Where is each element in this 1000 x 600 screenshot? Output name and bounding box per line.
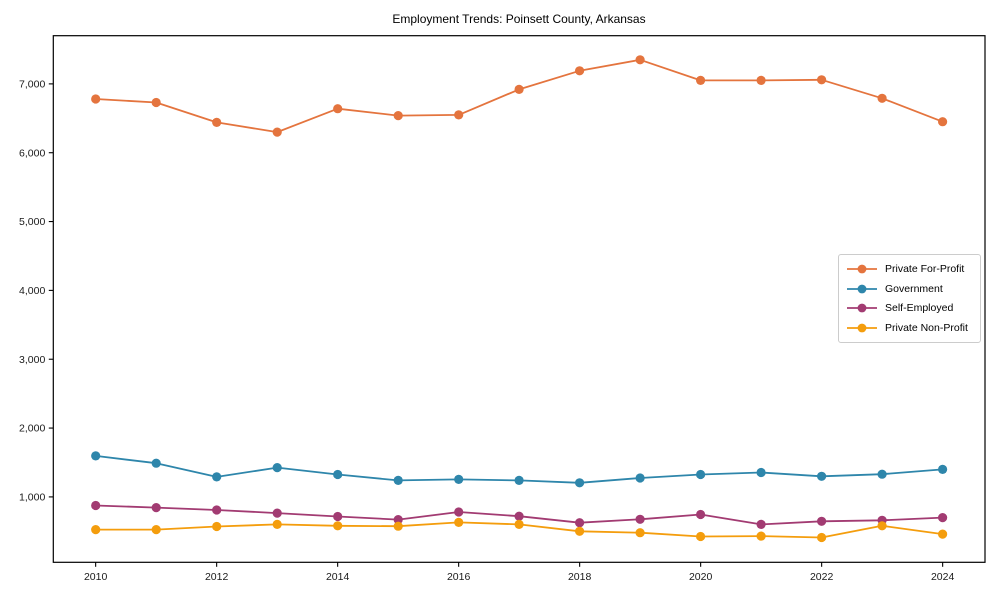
legend: Private For-Profit Government Self-Employe…: [838, 254, 981, 343]
y-axis-tick-label: 3,000: [19, 354, 45, 366]
data-point: [575, 518, 585, 528]
legend-label: Private Non-Profit: [885, 322, 968, 335]
data-point: [756, 531, 766, 541]
x-axis-tick-label: 2020: [689, 571, 713, 583]
legend-item: Government: [846, 279, 974, 299]
legend-line-marker-icon: [847, 303, 877, 313]
data-point: [575, 66, 585, 76]
plot-border: [52, 35, 986, 563]
data-point: [454, 110, 464, 120]
legend-label: Government: [885, 282, 943, 295]
data-point: [272, 508, 282, 518]
data-point: [514, 519, 524, 530]
data-point: [817, 532, 827, 543]
data-point: [696, 469, 706, 480]
data-point: [817, 471, 827, 481]
data-point: [514, 511, 524, 521]
y-axis-tick-label: 6,000: [19, 147, 45, 159]
x-axis-tick-label: 2012: [205, 571, 229, 583]
x-axis-tick-label: 2010: [84, 571, 108, 583]
data-point: [877, 521, 887, 531]
data-point: [938, 513, 948, 523]
data-point: [756, 75, 766, 85]
data-point: [91, 94, 101, 104]
data-point: [877, 469, 887, 479]
legend-item: Self-Employed: [846, 299, 974, 319]
data-point: [272, 519, 282, 530]
legend-item: Private Non-Profit: [846, 318, 974, 338]
x-axis-tick-label: 2014: [326, 571, 350, 583]
legend-dot: [857, 323, 867, 333]
data-point: [333, 511, 343, 522]
data-point: [212, 505, 222, 515]
legend-dot: [857, 303, 867, 313]
data-point: [454, 507, 464, 517]
data-point: [212, 472, 222, 482]
data-point: [272, 463, 282, 473]
data-point: [696, 75, 706, 85]
data-point: [938, 529, 948, 539]
data-point: [938, 117, 948, 127]
y-axis-tick-label: 7,000: [19, 78, 45, 90]
series-line-private-for-profit: [94, 58, 944, 134]
x-axis-tick-label: 2024: [931, 571, 955, 583]
data-point: [635, 514, 645, 524]
legend-line-marker-icon: [847, 284, 877, 294]
data-point: [393, 521, 403, 531]
data-point: [454, 517, 464, 528]
data-point: [938, 464, 948, 474]
data-point: [696, 509, 706, 520]
x-axis-tick-label: 2018: [568, 571, 592, 583]
data-point: [454, 474, 464, 484]
data-point: [91, 500, 101, 511]
y-axis-tick-label: 1,000: [19, 492, 45, 504]
x-axis-tick-label: 2022: [810, 571, 834, 583]
data-point: [333, 469, 343, 480]
data-point: [151, 97, 161, 108]
data-point: [635, 528, 645, 538]
y-axis-tick-label: 4,000: [19, 285, 45, 297]
data-point: [91, 525, 101, 535]
chart-title: Employment Trends: Poinsett County, Arka…: [392, 12, 646, 26]
legend-label: Self-Employed: [885, 302, 954, 315]
data-point: [393, 111, 403, 121]
data-point: [575, 478, 585, 488]
legend-label: Private For-Profit: [885, 262, 965, 275]
data-point: [514, 475, 524, 485]
data-point: [151, 458, 161, 468]
data-point: [333, 104, 343, 114]
data-point: [635, 473, 645, 483]
y-axis-tick-label: 5,000: [19, 216, 45, 228]
y-axis-tick-label: 2,000: [19, 423, 45, 435]
data-point: [756, 519, 766, 530]
data-point: [212, 117, 222, 127]
data-point: [151, 525, 161, 535]
legend-dot: [857, 284, 867, 294]
data-point: [696, 531, 706, 542]
legend-line-marker-icon: [847, 264, 877, 274]
data-point: [635, 55, 645, 65]
x-axis-tick-label: 2016: [447, 571, 471, 583]
legend-item: Private For-Profit: [846, 259, 974, 279]
data-point: [514, 84, 524, 94]
data-point: [877, 93, 887, 103]
data-point: [272, 127, 282, 137]
data-point: [151, 503, 161, 513]
data-point: [91, 451, 101, 461]
data-point: [756, 467, 766, 478]
data-point: [575, 526, 585, 536]
data-point: [393, 515, 403, 525]
data-point: [393, 475, 403, 485]
legend-dot: [857, 264, 867, 274]
data-point: [212, 521, 222, 532]
legend-line-marker-icon: [847, 323, 877, 333]
data-point: [333, 521, 343, 531]
data-point: [817, 75, 827, 85]
data-point: [817, 516, 827, 526]
